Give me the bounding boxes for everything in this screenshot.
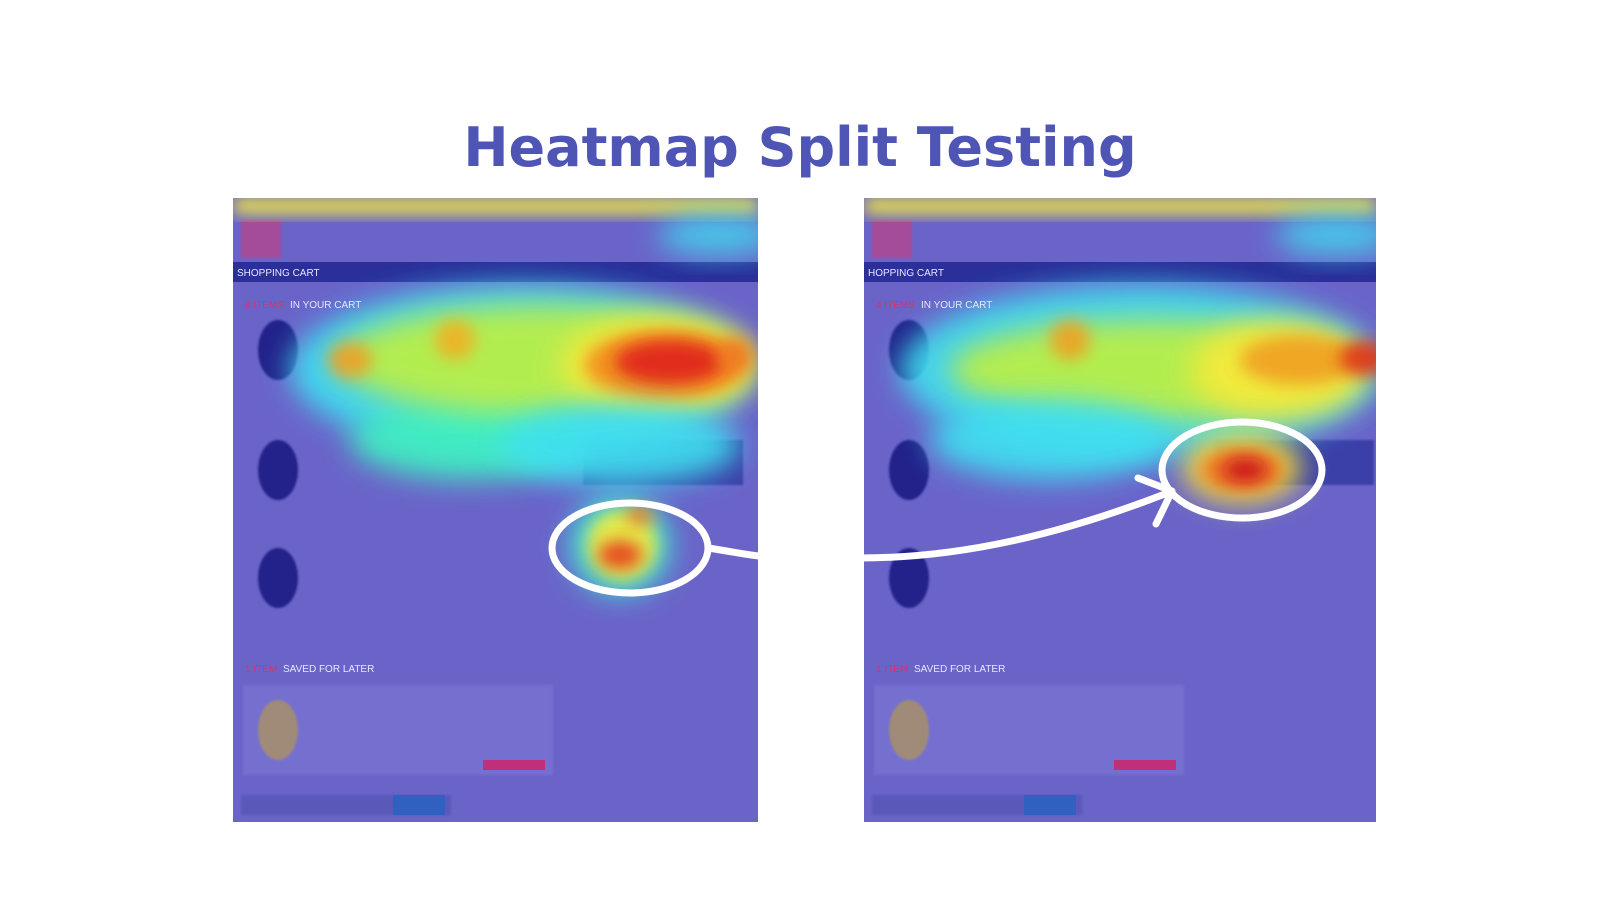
logo [872, 220, 912, 258]
badge [393, 795, 445, 815]
arrow [704, 488, 1174, 562]
heatmap-panel: SHOPPING CART 4 ITEMS IN YOUR CART 1 ITEM SA… [233, 198, 758, 822]
items-text: IN YOUR CART [921, 300, 992, 311]
items-count: 4 ITEMS [245, 300, 284, 311]
saved-count: 1 ITEM [876, 664, 908, 675]
product-image [889, 440, 929, 500]
heat-blob [658, 215, 758, 255]
items-count: 4 ITEMS [876, 300, 915, 311]
header-text: HOPPING CART [868, 268, 944, 279]
heat-blob [717, 337, 753, 373]
saved-text: SAVED FOR LATER [283, 664, 374, 675]
logo [241, 220, 281, 258]
items-text: IN YOUR CART [290, 300, 361, 311]
highlight-ellipse [548, 499, 712, 597]
saved-count: 1 ITEM [245, 664, 277, 675]
product-image [258, 320, 298, 380]
saved-text: SAVED FOR LATER [914, 664, 1005, 675]
add-button [1114, 760, 1176, 770]
highlight-ellipse [1158, 418, 1326, 522]
top-band [864, 198, 1376, 214]
product-image [889, 548, 929, 608]
product-image [258, 548, 298, 608]
heat-blob [598, 541, 642, 569]
heat-blob [328, 342, 372, 378]
header-text: SHOPPING CART [237, 268, 320, 279]
badge [1024, 795, 1076, 815]
header-band [864, 262, 1376, 282]
header-band [233, 262, 758, 282]
heat-blob [435, 320, 475, 360]
heat-blob [930, 400, 1170, 480]
page-title: Heatmap Split Testing [463, 116, 1136, 179]
heat-blob [626, 505, 654, 525]
product-image [258, 700, 298, 760]
heat-blob [1240, 335, 1360, 385]
product-image [258, 440, 298, 500]
heat-blob [1276, 215, 1376, 255]
add-button [483, 760, 545, 770]
heat-blob [615, 340, 725, 384]
heat-blob [1050, 320, 1090, 360]
top-band [233, 198, 758, 214]
heat-blob [1223, 458, 1267, 482]
heat-blob [500, 405, 740, 485]
heat-blob [1340, 340, 1376, 376]
product-image [889, 700, 929, 760]
